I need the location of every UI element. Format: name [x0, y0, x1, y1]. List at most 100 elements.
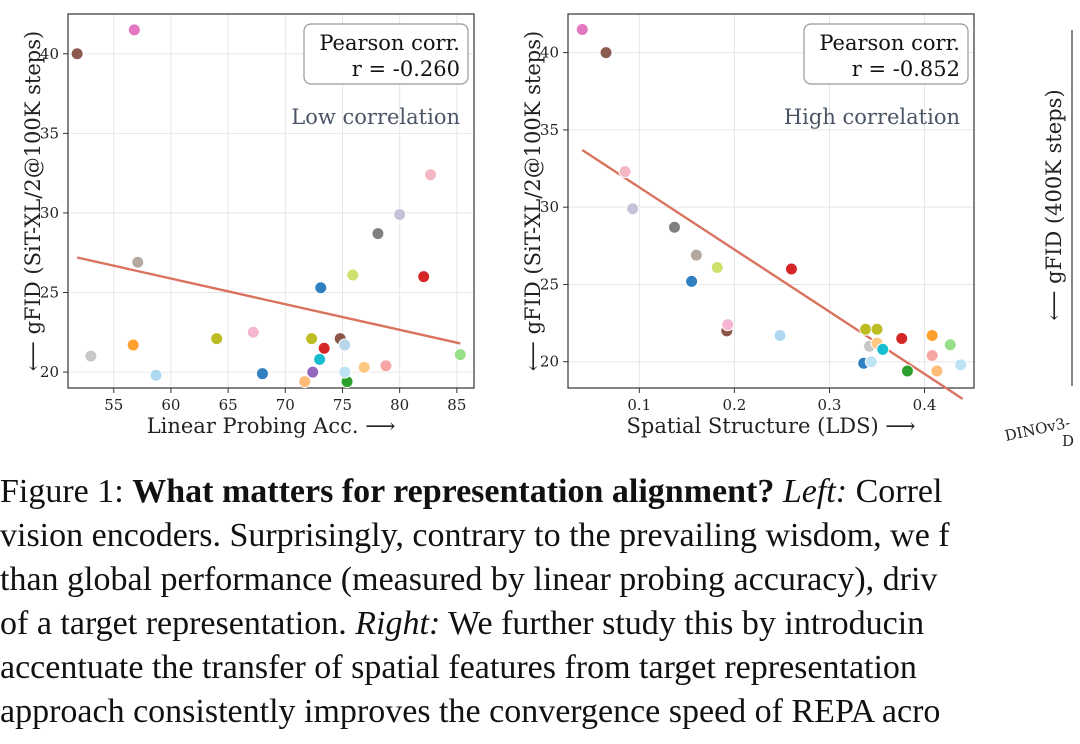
x-tick-label: 55 [104, 396, 123, 414]
caption-line-1: Figure 1: What matters for representatio… [0, 470, 1080, 514]
data-point [127, 23, 141, 37]
trend-line [581, 148, 964, 400]
data-point [954, 358, 968, 372]
y-tick-label: 25 [540, 275, 559, 293]
data-point [876, 342, 890, 356]
x-tick-label: 80 [390, 396, 409, 414]
plot-frame [67, 13, 475, 389]
data-point [453, 348, 467, 362]
data-point [721, 318, 735, 332]
data-point [149, 368, 163, 382]
data-point [599, 46, 613, 60]
data-point [667, 220, 681, 234]
data-point [626, 202, 640, 216]
data-point [306, 365, 320, 379]
y-tick-label: 40 [540, 44, 559, 62]
y-tick-label: 30 [40, 204, 59, 222]
data-point [346, 268, 360, 282]
data-point [925, 328, 939, 342]
data-point [689, 248, 703, 262]
x-axis-label: Spatial Structure (LDS) ⟶ [626, 414, 915, 438]
data-point [210, 332, 224, 346]
y-tick-label: 35 [40, 124, 59, 142]
x-tick-label: 70 [276, 396, 295, 414]
y-tick-label: 30 [540, 198, 559, 216]
pearson-label: Pearson corr. [319, 31, 460, 55]
data-point [784, 262, 798, 276]
data-point [685, 274, 699, 288]
data-point [255, 367, 269, 381]
data-point [943, 338, 957, 352]
caption-line-4-rest: We further study this by introducin [440, 605, 925, 642]
data-point [379, 359, 393, 373]
data-point [246, 325, 260, 339]
caption-line-4: of a target representation. Right: We fu… [0, 602, 1080, 646]
data-point [338, 338, 352, 352]
x-tick-label: 0.2 [722, 396, 746, 414]
data-point [424, 168, 438, 182]
x-tick-label: 75 [333, 396, 352, 414]
data-point [126, 338, 140, 352]
data-point [70, 47, 84, 61]
figure: 55 60 65 70 75 80 85 20 25 30 35 40 Linear Probing A… [21, 13, 1074, 450]
data-point [357, 360, 371, 374]
y-tick-label: 35 [540, 121, 559, 139]
caption-line-1-rest: Correl [847, 473, 943, 510]
data-point [338, 365, 352, 379]
y-tick-label: 40 [40, 45, 59, 63]
data-point [131, 255, 145, 269]
partial-xtick-fragment-2: D [1062, 432, 1074, 450]
y-axis-label: ⟵ gFID (SiT-XL/2@100K steps) [21, 31, 45, 371]
caption-line-6: approach consistently improves the conve… [0, 693, 941, 730]
data-point [317, 341, 331, 355]
caption-line-3: than global performance (measured by lin… [0, 561, 938, 598]
correlation-annotation: High correlation [784, 105, 960, 129]
figure-caption: Figure 1: What matters for representatio… [0, 470, 1080, 744]
pearson-box [303, 23, 469, 85]
partial-ylabel: ⟵ gFID (400K steps) [1042, 89, 1066, 320]
data-point [618, 165, 632, 179]
y-tick-label: 20 [40, 363, 59, 381]
caption-figure-label: Figure 1: [0, 473, 133, 510]
data-point [773, 328, 787, 342]
caption-right-marker: Right: [355, 605, 441, 642]
x-tick-label: 85 [447, 396, 466, 414]
x-tick-label: 0.3 [818, 396, 842, 414]
data-point [393, 208, 407, 222]
data-point [900, 364, 914, 378]
caption-title: What matters for representation alignmen… [132, 473, 775, 510]
caption-line-5: accentuate the transfer of spatial featu… [0, 649, 917, 686]
caption-line-4-start: of a target representation. [0, 605, 356, 642]
data-point [870, 322, 884, 336]
plot-frame [567, 13, 975, 389]
data-point [417, 270, 431, 284]
data-point [864, 355, 878, 369]
caption-left-marker: Left: [774, 473, 848, 510]
pearson-box [803, 23, 969, 85]
data-point [305, 332, 319, 346]
pearson-value: r = -0.852 [852, 57, 960, 81]
data-point [371, 227, 385, 241]
x-tick-label: 60 [161, 396, 180, 414]
data-point [314, 281, 328, 295]
x-tick-label: 0.1 [627, 396, 651, 414]
data-point [710, 260, 724, 274]
data-point [930, 364, 944, 378]
pearson-value: r = -0.260 [352, 57, 460, 81]
chart-partial-third-panel: ⟵ gFID (400K steps) DINOv3- D [1003, 30, 1074, 450]
data-point [84, 349, 98, 363]
data-point [313, 352, 327, 366]
trend-line [76, 256, 461, 345]
data-point [298, 375, 312, 389]
y-tick-label: 25 [40, 284, 59, 302]
correlation-annotation: Low correlation [291, 105, 460, 129]
pearson-label: Pearson corr. [819, 31, 960, 55]
data-point [575, 22, 589, 36]
y-axis-label: ⟵ gFID (SiT-XL/2@100K steps) [521, 31, 545, 371]
caption-line-2: vision encoders. Surprisingly, contrary … [0, 517, 950, 554]
data-point [895, 332, 909, 346]
x-tick-label: 65 [219, 396, 238, 414]
chart-right: 0.1 0.2 0.3 0.4 20 25 30 35 40 Spatial Structure … [521, 13, 975, 438]
x-axis-label: Linear Probing Acc. ⟶ [147, 414, 396, 438]
x-tick-label: 0.4 [913, 396, 937, 414]
